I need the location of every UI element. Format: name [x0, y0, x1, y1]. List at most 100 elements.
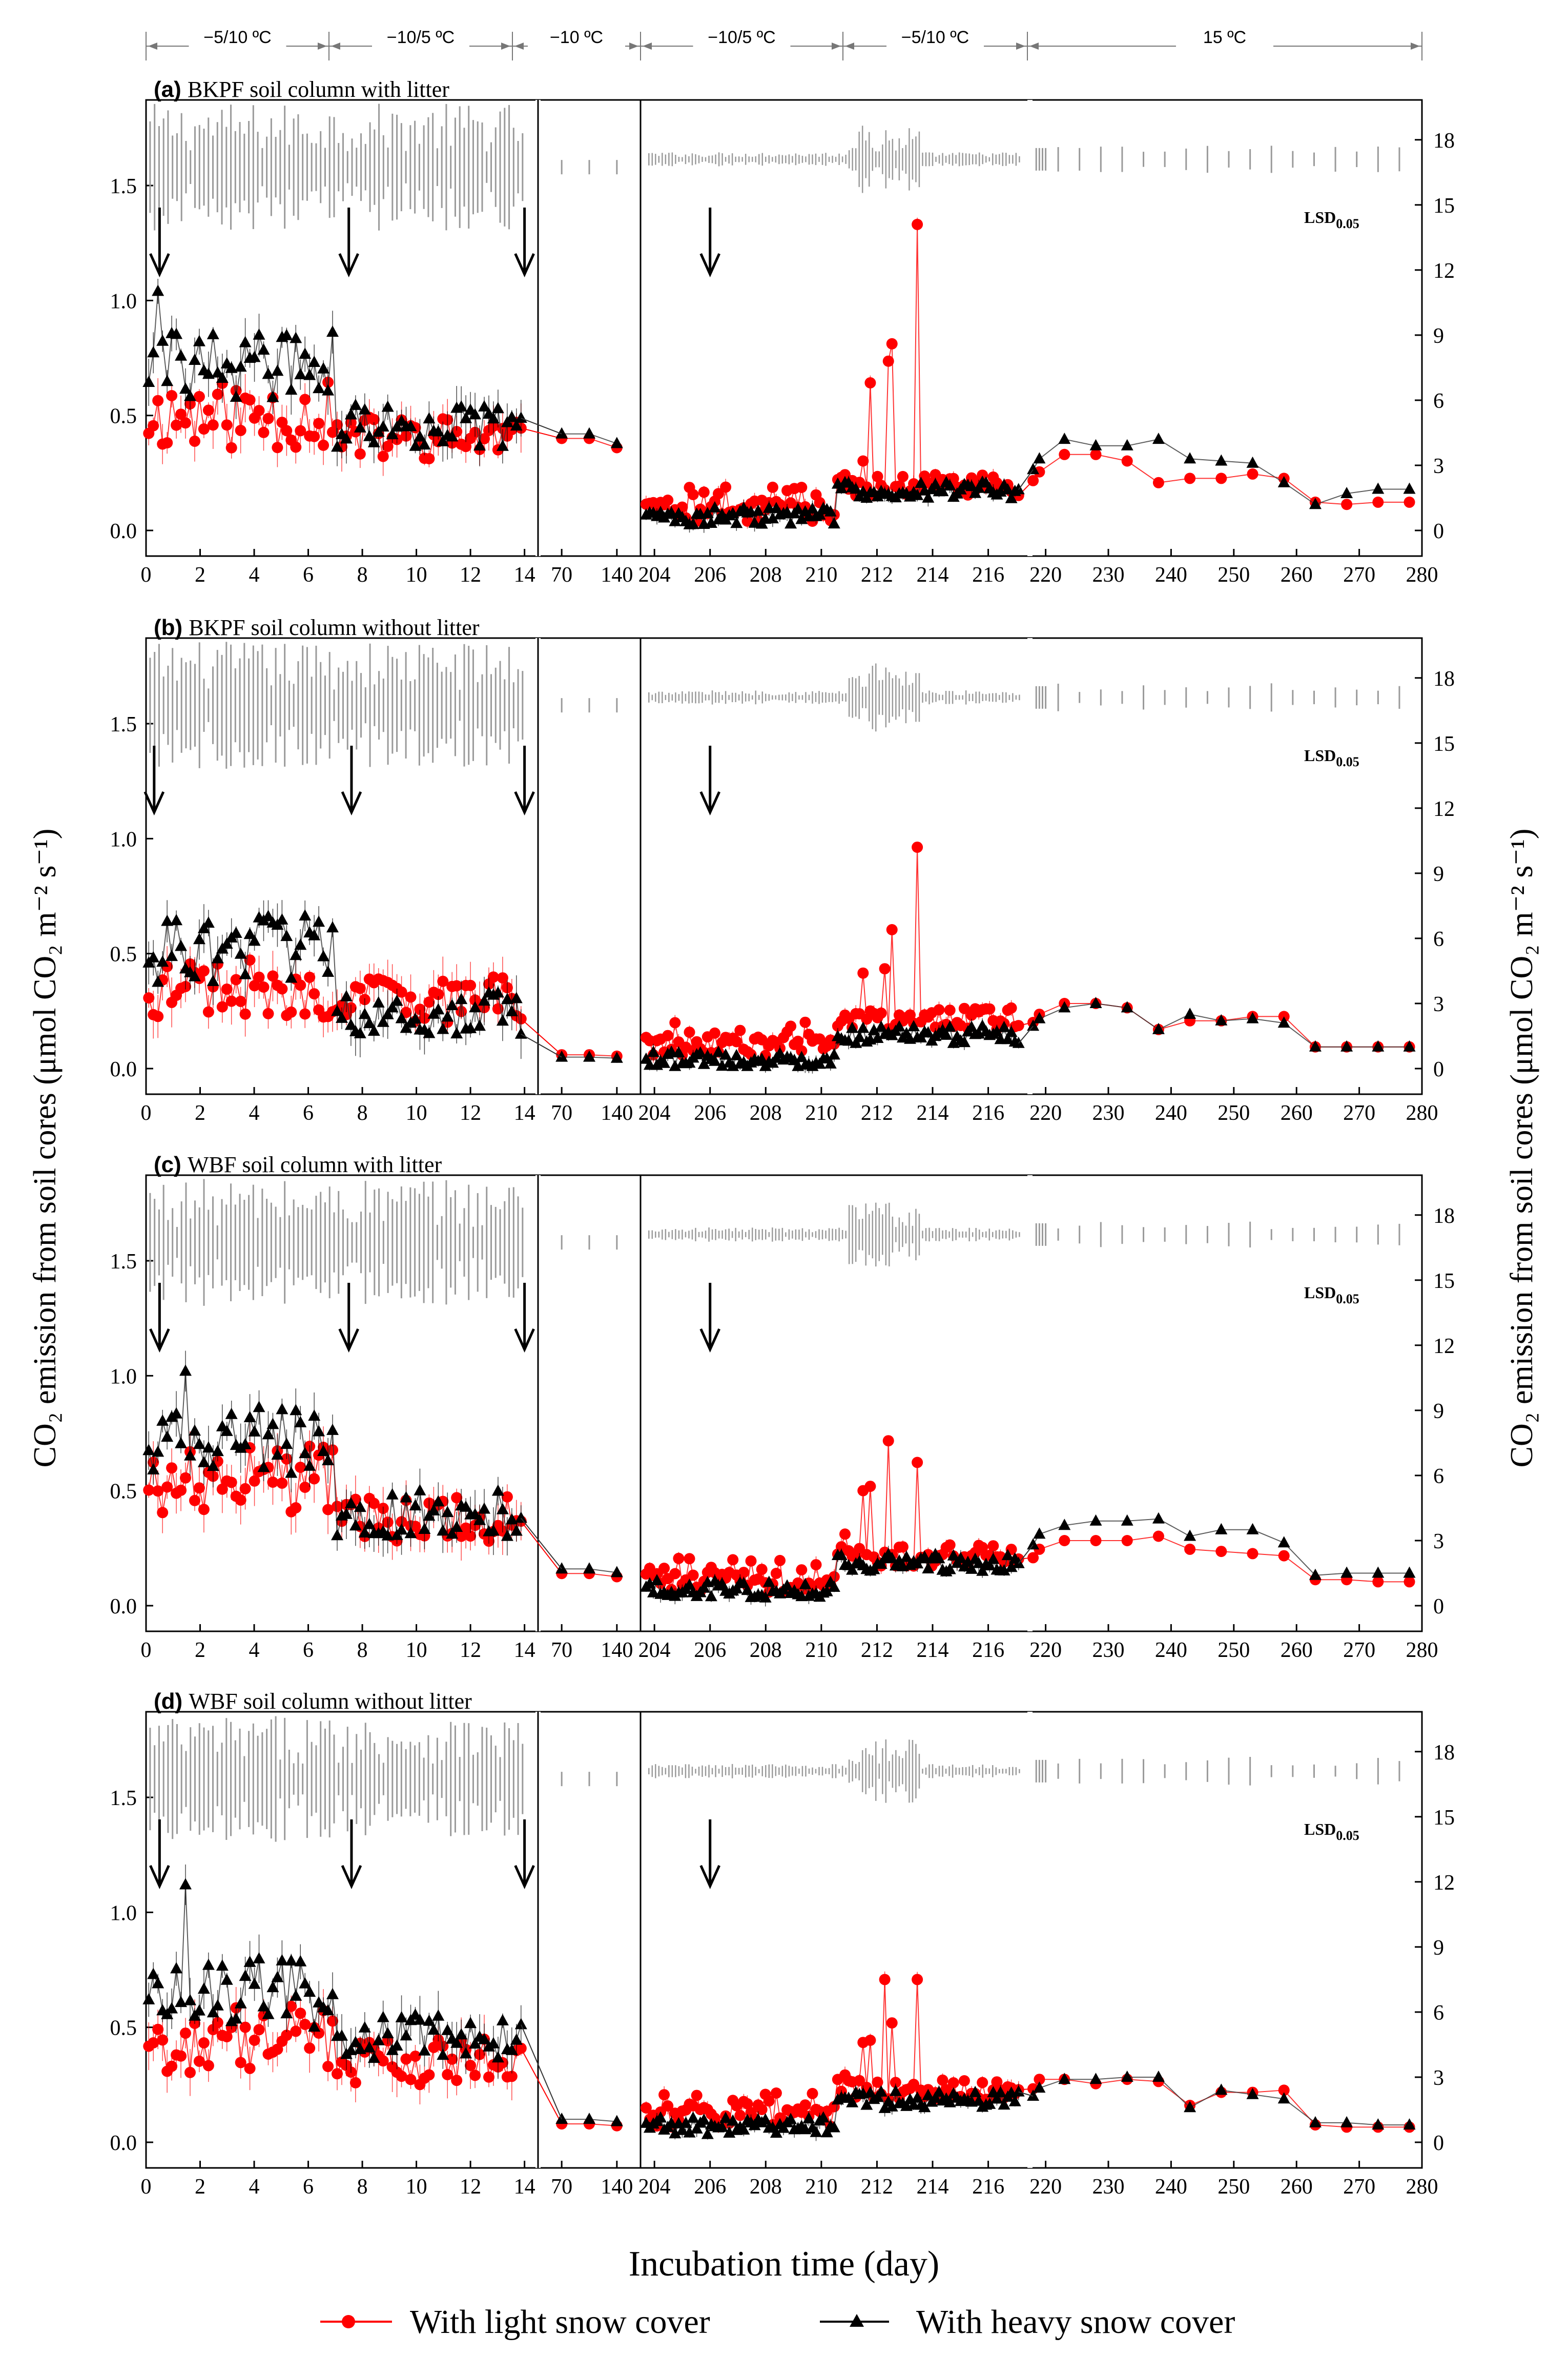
data-point-heavy: [147, 1968, 160, 1979]
x-tick-label: 220: [1029, 1101, 1062, 1125]
lsd-label: LSD0.05: [1304, 1283, 1359, 1306]
data-point-light: [148, 2037, 159, 2048]
data-point-light: [253, 2024, 265, 2036]
data-point-light: [318, 439, 329, 451]
data-point-heavy: [1012, 1036, 1025, 1048]
panel-title: (d) WBF soil column without litter: [154, 1689, 472, 1714]
data-point-heavy: [969, 2085, 982, 2097]
data-point-heavy: [555, 1562, 568, 1574]
data-point-heavy: [142, 1444, 155, 1456]
x-tick-label: 6: [303, 2175, 314, 2199]
right-y-tick-label: 12: [1433, 797, 1455, 821]
data-point-heavy: [915, 477, 927, 488]
data-point-light: [225, 995, 237, 1007]
data-point-heavy: [381, 400, 394, 412]
data-point-heavy: [285, 971, 298, 983]
right-y-tick-label: 12: [1433, 259, 1455, 283]
phase-arrow-left: [514, 43, 524, 50]
data-point-light: [189, 435, 200, 447]
data-point-heavy: [705, 517, 717, 528]
data-point-heavy: [687, 2111, 699, 2123]
x-tick-label: 212: [861, 1101, 893, 1125]
data-point-light: [912, 1974, 923, 1985]
data-point-heavy: [1027, 1019, 1040, 1031]
data-point-heavy: [175, 1996, 188, 2007]
data-point-heavy: [257, 2000, 270, 2012]
right-y-tick-label: 6: [1433, 390, 1444, 413]
data-point-light: [1278, 1550, 1290, 1562]
series-heavy-snow: [142, 1350, 1416, 1607]
phase-label: −5/10 ºC: [203, 28, 271, 47]
series-line: [1033, 2077, 1410, 2126]
data-point-light: [857, 967, 869, 979]
data-point-heavy: [349, 1519, 362, 1531]
data-point-heavy: [381, 1529, 394, 1541]
data-point-heavy: [308, 929, 321, 940]
data-point-heavy: [1403, 1040, 1416, 1052]
data-point-light: [193, 2055, 205, 2067]
data-point-heavy: [248, 351, 261, 362]
data-point-heavy: [1001, 1033, 1014, 1044]
x-tick-label: 206: [694, 1101, 726, 1125]
data-point-heavy: [225, 361, 238, 373]
data-point-heavy: [464, 2017, 477, 2029]
data-point-light: [225, 1477, 237, 1488]
data-point-light: [276, 1477, 288, 1489]
data-point-heavy: [846, 2096, 859, 2107]
x-tick-label: 208: [750, 563, 782, 587]
data-point-heavy: [285, 1466, 298, 1478]
data-point-light: [198, 2037, 210, 2048]
data-point-light: [451, 2075, 463, 2086]
data-point-heavy: [496, 439, 509, 451]
data-point-heavy: [976, 1564, 989, 1576]
data-point-heavy: [170, 327, 183, 339]
data-point-light: [774, 1554, 786, 1566]
data-point-heavy: [230, 927, 242, 938]
phase-arrow-left: [845, 43, 854, 50]
x-tick-label: 206: [694, 1638, 726, 1662]
data-point-light: [456, 1530, 467, 1542]
legend-light-snow: With light snow cover: [320, 2303, 710, 2341]
x-tick-label: 240: [1155, 2175, 1187, 2199]
series-line: [1033, 439, 1410, 505]
data-point-heavy: [253, 1401, 265, 1412]
data-point-heavy: [340, 432, 353, 444]
data-point-heavy: [276, 1403, 288, 1415]
phase-label-bg: [189, 30, 286, 50]
data-point-heavy: [344, 408, 357, 420]
x-tick-label: 240: [1155, 1101, 1187, 1125]
data-point-heavy: [336, 2029, 348, 2041]
lsd-label: LSD0.05: [1304, 208, 1359, 231]
data-point-light: [709, 1027, 720, 1039]
data-point-light: [734, 1025, 746, 1036]
data-point-light: [465, 1530, 477, 1542]
left-y-axis-label: CO₂ emission from soil cores (μmol CO₂ m…: [28, 829, 63, 1468]
data-point-light: [295, 2007, 306, 2019]
cooling-arrow-head: [514, 1865, 535, 1890]
right-y-tick-label: 3: [1433, 993, 1444, 1016]
data-point-light: [377, 450, 389, 462]
data-point-heavy: [1033, 452, 1046, 464]
data-point-heavy: [1058, 433, 1071, 444]
data-point-heavy: [583, 1050, 595, 1062]
data-point-light: [1090, 448, 1102, 460]
right-y-tick-label: 18: [1433, 667, 1455, 691]
x-tick-label: 14: [514, 2175, 535, 2199]
x-tick-label: 10: [406, 1638, 427, 1662]
right-y-tick-label: 3: [1433, 1530, 1444, 1553]
x-tick-label: 12: [460, 1101, 481, 1125]
data-point-heavy: [437, 1022, 449, 1034]
series-connector: [1018, 1026, 1034, 1044]
data-point-light: [405, 991, 417, 1003]
data-point-heavy: [965, 1562, 978, 1574]
left-y-tick-label: 0.5: [110, 943, 137, 967]
data-point-heavy: [308, 356, 321, 367]
x-tick-label: 230: [1092, 563, 1125, 587]
data-point-heavy: [234, 360, 247, 372]
data-point-light: [658, 1563, 670, 1574]
data-point-heavy: [846, 1021, 859, 1033]
left-y-tick-label: 0.5: [110, 405, 137, 428]
panel-title: (c) WBF soil column with litter: [154, 1152, 442, 1177]
data-point-light: [687, 489, 699, 500]
data-point-heavy: [998, 2098, 1010, 2110]
